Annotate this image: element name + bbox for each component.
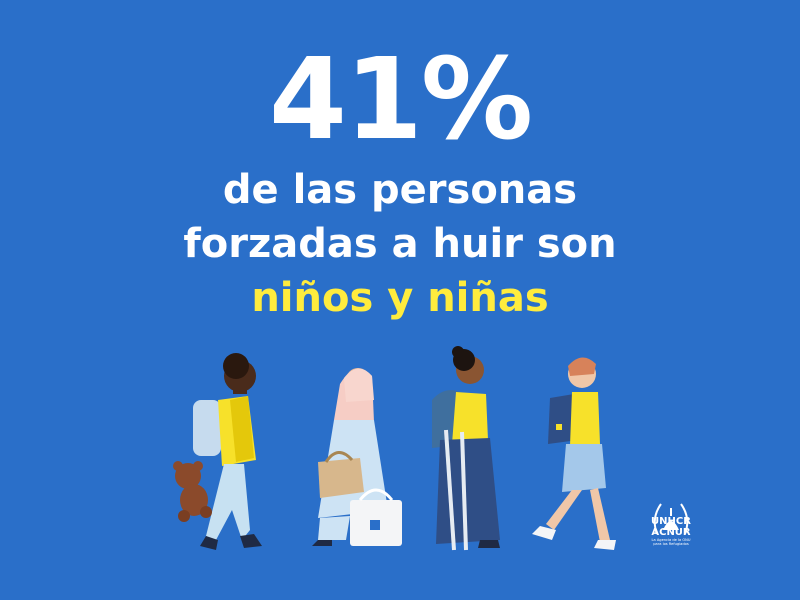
child-with-hijab [312, 368, 402, 546]
logo-name-2: ACNUR [651, 527, 691, 538]
child-with-crutches [432, 346, 500, 551]
unhcr-emblem-icon [653, 503, 689, 535]
child-with-teddy-bear [173, 353, 262, 550]
backpack-4 [548, 394, 578, 444]
brown-bag [318, 451, 364, 498]
logo-tagline-2: para los Refugiados [653, 542, 689, 547]
children-illustration [173, 346, 689, 551]
child-walking [532, 357, 616, 550]
logo-tagline-1: La Agencia de la ONU [651, 538, 691, 542]
crutches [444, 429, 468, 551]
teddy-bear [173, 461, 212, 522]
unhcr-logo: UNHCR ACNUR La Agencia de la ONU para lo… [642, 516, 700, 547]
statement-highlight: niños y niñas [251, 275, 549, 321]
logo-name-1: UNHCR [651, 516, 691, 527]
statement-line-1: de las personas [222, 167, 578, 213]
white-bag [350, 488, 402, 546]
headline-percentage: 41% [268, 35, 533, 165]
statement-line-2: forzadas a huir son [183, 221, 617, 267]
backpack-1 [193, 400, 221, 456]
